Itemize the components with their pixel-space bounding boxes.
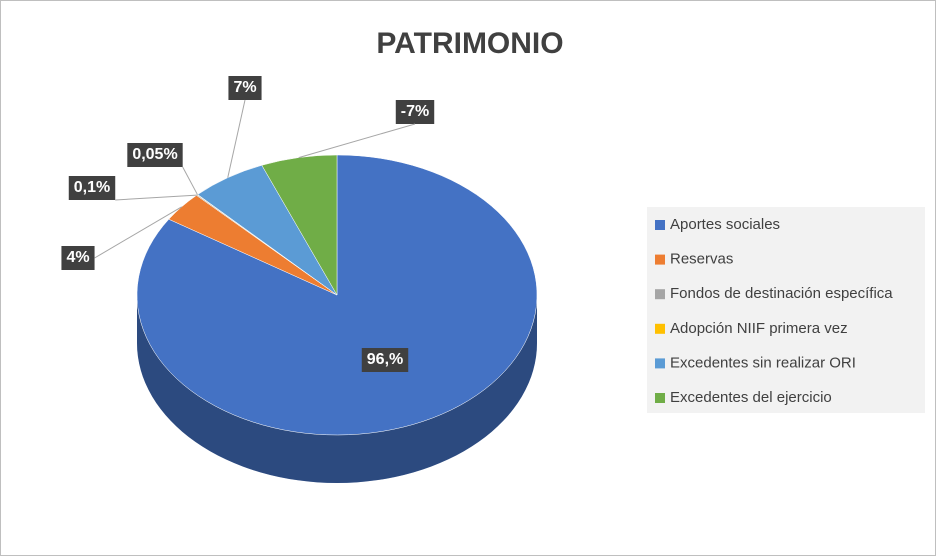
legend-label: Reservas xyxy=(670,251,733,268)
legend-label: Adopción NIIF primera vez xyxy=(670,320,848,337)
legend-swatch xyxy=(655,220,665,230)
leader-line xyxy=(227,99,246,178)
legend-swatch xyxy=(655,393,665,403)
legend-swatch xyxy=(655,358,665,369)
legend-label: Excedentes sin realizar ORI xyxy=(670,354,856,371)
slice xyxy=(261,154,338,296)
data-label: 0,05% xyxy=(132,146,177,163)
legend-label: Aportes sociales xyxy=(670,216,780,233)
slice-side xyxy=(137,295,537,483)
leader-line xyxy=(182,166,198,195)
legend-swatch xyxy=(655,289,665,300)
data-label-box xyxy=(395,100,435,124)
data-label-box xyxy=(61,246,95,270)
data-label: -7% xyxy=(401,103,429,120)
legend-label: Fondos de destinación específica xyxy=(670,285,893,302)
data-label: 7% xyxy=(233,79,256,96)
data-label-box xyxy=(127,143,183,167)
data-label-box xyxy=(68,176,116,200)
data-label: 96,% xyxy=(367,351,403,368)
data-label: 4% xyxy=(66,249,89,266)
slice-side-shade xyxy=(137,295,537,483)
leader-line xyxy=(115,194,197,201)
data-label: 0,1% xyxy=(74,179,110,196)
legend-box xyxy=(647,207,925,413)
chart-title: PATRIMONIO xyxy=(376,27,563,60)
leader-line xyxy=(94,206,182,259)
legend-swatch xyxy=(655,323,665,334)
data-label-box xyxy=(228,76,262,100)
leader-line xyxy=(298,123,416,159)
data-label-box xyxy=(361,348,409,372)
legend-label: Excedentes del ejercicio xyxy=(670,389,832,406)
legend-swatch xyxy=(655,254,665,265)
